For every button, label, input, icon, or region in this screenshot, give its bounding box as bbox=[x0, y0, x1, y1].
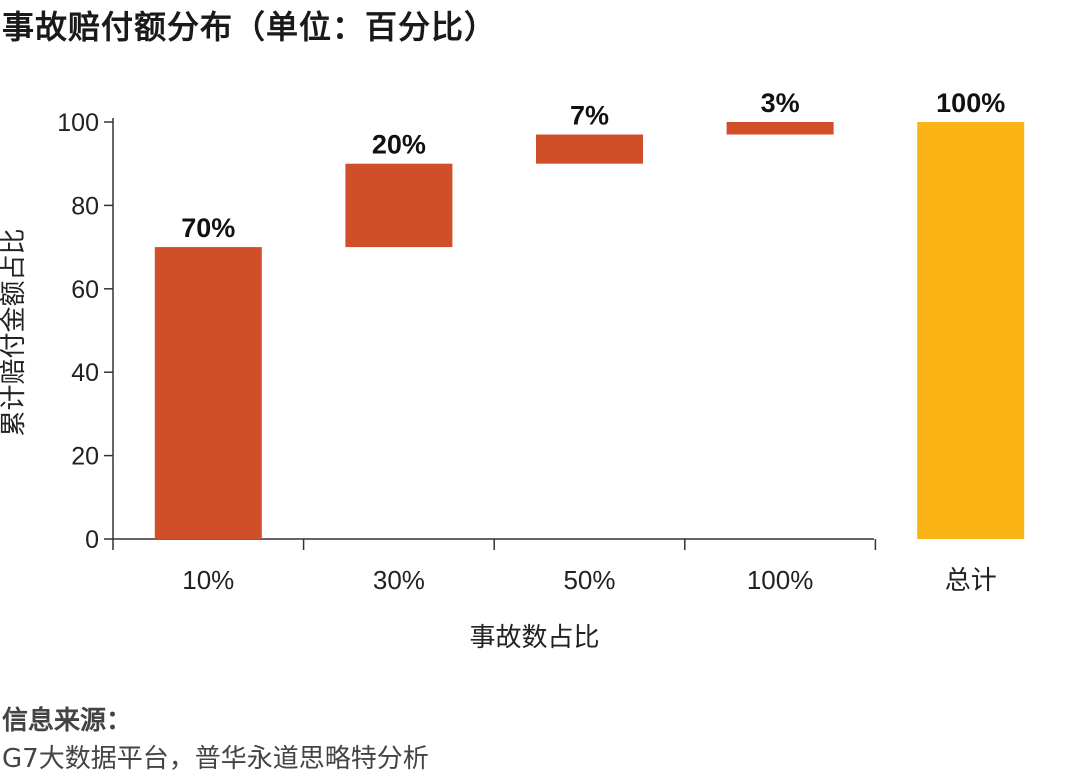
bar bbox=[345, 163, 453, 248]
data-label: 70% bbox=[181, 213, 235, 243]
data-label: 7% bbox=[570, 101, 609, 131]
bar bbox=[536, 134, 643, 164]
data-label: 3% bbox=[761, 88, 800, 118]
y-tick-label: 20 bbox=[71, 443, 99, 471]
x-tick-label: 总计 bbox=[945, 565, 997, 595]
x-axis-title: 事故数占比 bbox=[469, 623, 599, 653]
y-tick-label: 0 bbox=[85, 526, 99, 554]
y-tick-label: 60 bbox=[71, 276, 99, 304]
source-label: 信息来源： bbox=[2, 706, 133, 736]
x-tick-label: 10% bbox=[182, 565, 234, 595]
data-label: 20% bbox=[372, 130, 426, 160]
x-tick-label: 100% bbox=[747, 565, 814, 595]
y-tick-label: 40 bbox=[71, 359, 99, 387]
waterfall-chart: 0 20 40 60 80 100 70% 10% 20% 30% 7% 50% 3% 100% 100% 总… bbox=[0, 88, 1025, 653]
bar bbox=[726, 122, 834, 135]
y-tick-label: 80 bbox=[71, 192, 99, 220]
bar bbox=[154, 247, 262, 539]
y-tick-label: 100 bbox=[57, 109, 99, 137]
x-tick-label: 30% bbox=[373, 565, 425, 595]
chart-title: 事故赔付额分布（单位：百分比） bbox=[2, 8, 498, 46]
x-tick-label: 50% bbox=[563, 565, 615, 595]
bar bbox=[917, 122, 1025, 539]
data-label: 100% bbox=[936, 88, 1005, 118]
source-text: G7大数据平台，普华永道思略特分析 bbox=[2, 744, 429, 774]
y-axis-title: 累计赔付金额占比 bbox=[0, 228, 29, 436]
